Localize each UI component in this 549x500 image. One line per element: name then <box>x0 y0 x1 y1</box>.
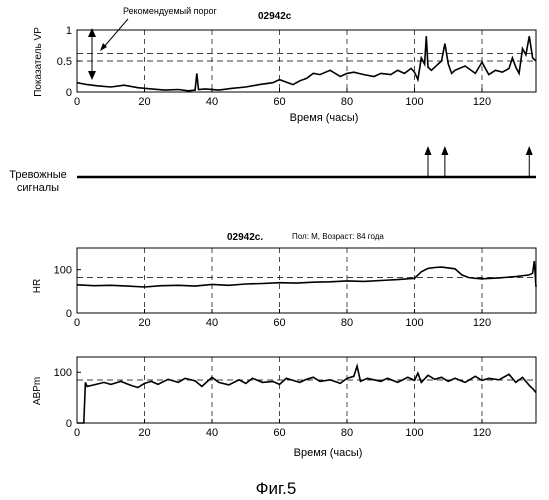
annotation-pointer <box>103 19 128 48</box>
abpm-series-line <box>77 366 536 423</box>
abpm-ylabel: ABPm <box>32 377 43 405</box>
x-tick-label: 120 <box>473 317 491 329</box>
x-tick-label: 60 <box>273 317 285 329</box>
hr-title: 02942c. <box>227 232 263 243</box>
x-tick-label: 0 <box>74 427 80 439</box>
x-tick-label: 60 <box>273 427 285 439</box>
y-tick-label: 0.5 <box>57 56 72 68</box>
vp-xlabel: Время (часы) <box>290 112 359 124</box>
x-tick-label: 80 <box>341 317 353 329</box>
y-tick-label: 0 <box>66 418 72 430</box>
x-tick-label: 100 <box>405 96 423 108</box>
alarm-arrow-icon <box>425 146 432 155</box>
vp-title: 02942c <box>258 11 292 22</box>
y-tick-label: 100 <box>54 265 72 277</box>
y-tick-label: 0 <box>66 87 72 99</box>
x-tick-label: 100 <box>405 427 423 439</box>
vp-index-panel: 0 20 40 60 80 100 120 0 0.5 1 02942c Показатель V… <box>33 6 536 124</box>
vp-ylabel: Показатель VP <box>33 27 44 97</box>
x-tick-label: 120 <box>473 96 491 108</box>
threshold-down-arrow-icon <box>88 71 96 80</box>
alarms-panel: Тревожные сигналы <box>9 146 536 194</box>
x-tick-label: 80 <box>341 427 353 439</box>
hr-grid <box>145 248 483 313</box>
hr-plot-frame <box>77 248 536 313</box>
x-tick-label: 40 <box>206 317 218 329</box>
y-tick-label: 100 <box>54 367 72 379</box>
vp-series-line <box>77 36 536 91</box>
x-tick-label: 20 <box>138 427 150 439</box>
hr-panel: 02942c. Пол: M, Возраст: 84 года 0 20 40 60… <box>32 232 536 329</box>
y-tick-label: 0 <box>66 308 72 320</box>
x-tick-label: 0 <box>74 317 80 329</box>
hr-ylabel: HR <box>32 279 43 293</box>
threshold-annotation-label: Рекомендуемый порог <box>123 6 218 16</box>
x-tick-label: 20 <box>138 96 150 108</box>
x-tick-label: 60 <box>273 96 285 108</box>
threshold-up-arrow-icon <box>88 28 96 37</box>
abpm-xlabel: Время (часы) <box>294 447 363 459</box>
hr-series-line <box>77 261 536 287</box>
abpm-grid <box>145 357 483 423</box>
abpm-panel: 0 20 40 60 80 100 120 0 100 ABPm Время (часы) <box>32 357 536 459</box>
x-tick-label: 80 <box>341 96 353 108</box>
alarm-arrow-icon <box>526 146 533 155</box>
x-tick-label: 20 <box>138 317 150 329</box>
figure-caption: Фиг.5 <box>256 479 297 498</box>
x-tick-label: 100 <box>405 317 423 329</box>
y-tick-label: 1 <box>66 25 72 37</box>
abpm-plot-frame <box>77 357 536 423</box>
x-tick-label: 40 <box>206 96 218 108</box>
alarms-label-line-2: сигналы <box>17 182 59 194</box>
hr-subtitle: Пол: M, Возраст: 84 года <box>292 232 384 241</box>
x-tick-label: 0 <box>74 96 80 108</box>
hr-axis-ticks: 0 20 40 60 80 100 120 0 100 <box>54 265 492 329</box>
alarms-label-line-1: Тревожные <box>9 169 67 181</box>
alarm-arrow-icon <box>441 146 448 155</box>
x-tick-label: 120 <box>473 427 491 439</box>
alarm-markers <box>425 146 533 177</box>
x-tick-label: 40 <box>206 427 218 439</box>
